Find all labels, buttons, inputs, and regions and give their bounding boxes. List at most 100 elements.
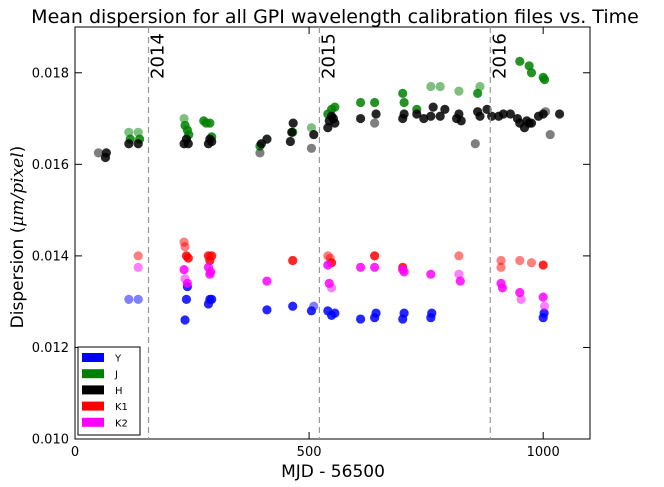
y-tick-label: 0.010	[32, 433, 69, 448]
data-point	[399, 267, 409, 277]
year-marker-label: 2016	[489, 33, 510, 79]
data-point	[180, 315, 190, 325]
data-point	[428, 102, 438, 112]
data-point	[124, 139, 134, 149]
data-point	[475, 81, 485, 92]
data-point	[497, 283, 508, 293]
y-axis-label-unit: μm/pixel	[8, 152, 28, 226]
data-point	[370, 262, 380, 272]
data-point	[540, 107, 551, 117]
data-point	[426, 81, 436, 92]
data-point	[426, 111, 436, 121]
data-point	[539, 308, 549, 318]
data-point	[526, 258, 537, 268]
data-point	[554, 109, 565, 119]
legend-label-h: H	[115, 386, 123, 397]
data-point	[371, 109, 381, 119]
year-marker-label: 2015	[318, 33, 339, 79]
data-point	[426, 269, 436, 279]
data-point	[330, 118, 340, 128]
chart-title: Mean dispersion for all GPI wavelength c…	[31, 6, 639, 28]
data-point	[456, 116, 466, 126]
series-h	[93, 102, 565, 163]
y-axis-label-suffix: )	[8, 146, 28, 153]
data-point	[101, 148, 111, 158]
data-point	[288, 118, 298, 128]
data-point	[262, 305, 272, 315]
data-point	[419, 113, 429, 124]
data-point	[505, 109, 516, 119]
y-axis-label: Dispersion (μm/pixel)	[8, 146, 28, 329]
data-point	[370, 118, 380, 128]
data-point	[207, 294, 217, 304]
axis-ticks: 0 500 1000 0.010 0.012 0.014 0.016 0.018	[32, 27, 590, 460]
data-point	[309, 129, 319, 140]
plot-background	[75, 27, 590, 439]
data-point	[207, 251, 217, 261]
data-point	[262, 276, 272, 286]
legend-swatch-j	[82, 369, 104, 379]
x-axis-label: MJD - 56500	[281, 462, 385, 482]
data-point	[323, 260, 333, 270]
data-point	[399, 97, 409, 108]
data-point	[498, 109, 508, 119]
data-point	[183, 253, 193, 263]
data-point	[538, 292, 548, 302]
data-point	[181, 294, 192, 304]
x-tick-label: 1000	[527, 445, 560, 460]
x-tick-label: 0	[71, 445, 79, 460]
data-point	[435, 111, 445, 121]
data-point	[371, 308, 381, 318]
data-point	[539, 75, 550, 85]
plot-frame	[74, 26, 591, 440]
legend-swatch-k1	[82, 401, 104, 411]
data-point	[482, 104, 492, 114]
legend-label-k2: K2	[115, 418, 128, 429]
data-point	[355, 97, 366, 108]
data-point	[355, 113, 366, 124]
data-point	[440, 104, 450, 114]
legend-label-k1: K1	[115, 402, 128, 413]
data-point	[427, 308, 437, 318]
data-point	[454, 269, 464, 279]
data-point	[475, 111, 485, 121]
data-point	[183, 139, 193, 149]
data-point	[124, 294, 134, 304]
data-point	[355, 262, 366, 272]
data-point	[133, 127, 143, 137]
data-point	[526, 68, 537, 78]
data-point	[179, 113, 189, 124]
data-point	[306, 143, 317, 153]
data-point	[206, 267, 216, 277]
x-tick-label: 500	[297, 445, 322, 460]
data-point	[255, 148, 265, 158]
year-markers: 2014 2015 2016	[148, 27, 510, 439]
data-point	[133, 139, 143, 149]
data-point	[93, 148, 104, 158]
data-point	[180, 242, 190, 252]
data-point	[288, 255, 298, 266]
data-point	[545, 129, 555, 140]
data-point	[412, 109, 422, 119]
y-tick-label: 0.016	[32, 158, 69, 173]
data-point	[287, 127, 297, 137]
legend-swatch-y	[82, 353, 104, 362]
data-point	[515, 255, 525, 266]
data-point	[516, 294, 526, 304]
data-point	[399, 109, 409, 119]
data-point	[133, 251, 143, 261]
data-point	[133, 294, 143, 304]
legend-label-y: Y	[114, 354, 122, 365]
y-tick-label: 0.018	[32, 66, 69, 81]
legend-swatch-h	[82, 385, 104, 395]
data-point	[182, 278, 192, 288]
data-point	[326, 283, 337, 293]
data-point	[355, 314, 366, 324]
series-k2	[133, 260, 550, 311]
data-point	[330, 308, 340, 318]
legend-swatch-k2	[82, 417, 104, 427]
axes-frame	[74, 26, 591, 440]
data-point	[323, 123, 333, 133]
y-tick-label: 0.014	[32, 249, 69, 264]
